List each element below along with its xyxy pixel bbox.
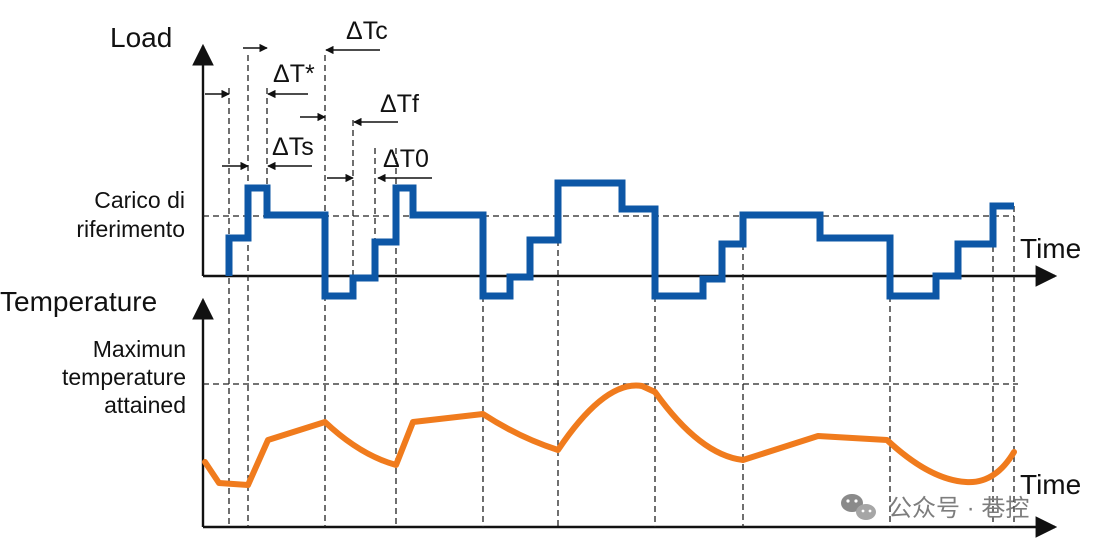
time-label-top: Time xyxy=(1020,233,1081,264)
temperature-axis-label: Temperature xyxy=(0,286,157,317)
event-lines xyxy=(228,55,1015,527)
interval-arrows xyxy=(205,43,432,183)
dts-label: ΔTs xyxy=(272,133,314,161)
temperature-curve xyxy=(202,382,1017,488)
dt-star-label: ΔT* xyxy=(273,60,315,88)
max-temp-label-line1: Maximun xyxy=(93,336,186,362)
dtc-label: ΔTc xyxy=(346,17,388,45)
max-temp-label-line3: attained xyxy=(104,392,186,418)
time-label-bottom: Time xyxy=(1020,469,1081,500)
watermark-text: 公众号 · 巷控 xyxy=(888,495,1029,522)
reference-label-line1: Carico di xyxy=(94,187,185,213)
load-axis-label: Load xyxy=(110,22,172,53)
dt0-label: ΔT0 xyxy=(383,145,429,173)
dtf-label: ΔTf xyxy=(380,90,419,118)
load-curve xyxy=(225,179,1014,300)
wechat-icon xyxy=(841,494,876,520)
max-temp-label-line2: temperature xyxy=(62,364,186,390)
reference-label-line2: riferimento xyxy=(76,216,185,242)
